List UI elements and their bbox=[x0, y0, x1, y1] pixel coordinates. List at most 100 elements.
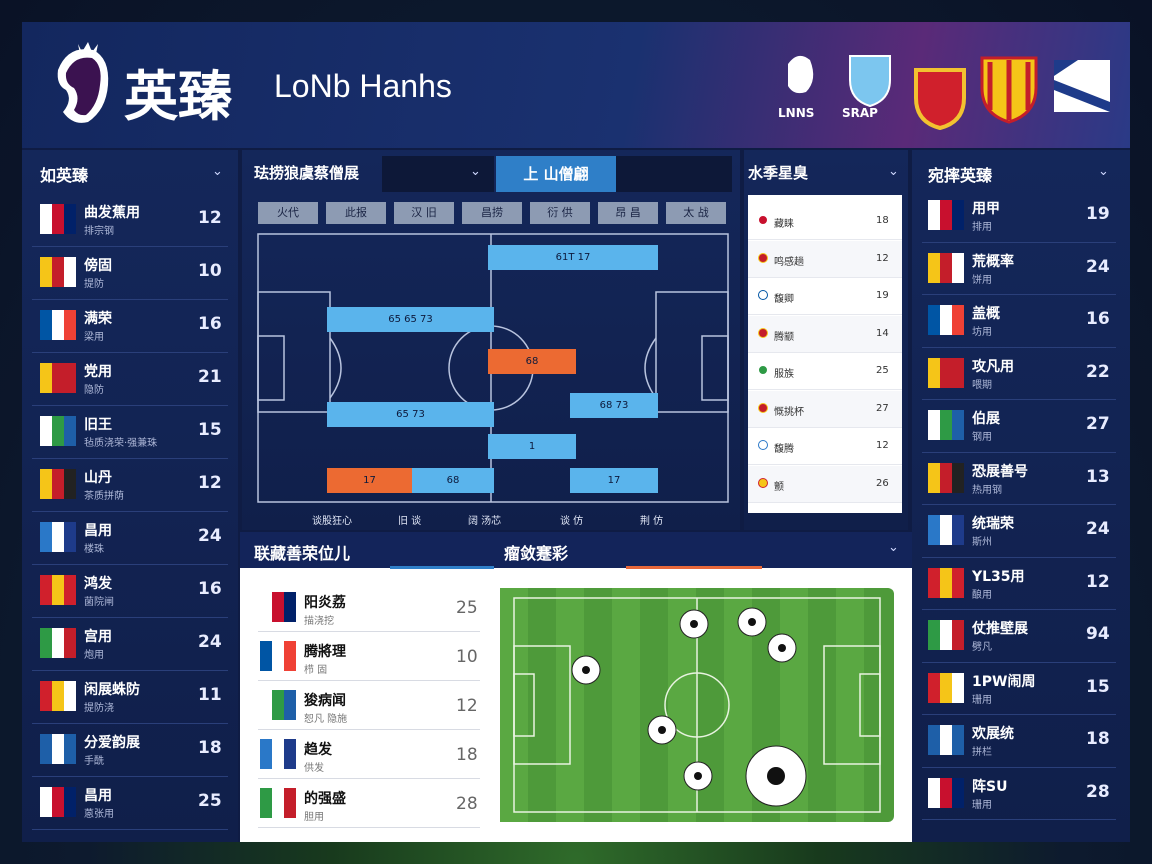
team-sub: 毡质浇荣·强兼珠 bbox=[84, 438, 158, 449]
team-row[interactable] bbox=[922, 453, 1116, 505]
dropdown-icon[interactable]: ⌄ bbox=[212, 164, 223, 179]
panel-title: 如英臻 bbox=[40, 166, 89, 185]
filter-button[interactable]: 衍 供 bbox=[530, 202, 590, 224]
team-value: 19 bbox=[1086, 204, 1110, 224]
player-bar: 68 bbox=[488, 349, 576, 374]
team-flag bbox=[40, 310, 76, 340]
stat-value: 12 bbox=[876, 252, 889, 264]
stat-value: 19 bbox=[876, 290, 889, 301]
team-flag bbox=[928, 462, 964, 493]
panel-title: 水季星臭 bbox=[748, 164, 809, 182]
team-row[interactable] bbox=[32, 459, 228, 512]
team-row[interactable] bbox=[922, 505, 1116, 558]
team-value: 22 bbox=[1086, 361, 1110, 382]
team-row[interactable] bbox=[32, 618, 228, 671]
team-value: 18 bbox=[456, 745, 478, 765]
filter-button[interactable]: 昂 昌 bbox=[598, 202, 658, 224]
team-flag bbox=[40, 257, 76, 287]
team-value: 16 bbox=[198, 579, 222, 599]
stat-row bbox=[748, 203, 902, 240]
team-sub: 珊用 bbox=[972, 694, 992, 706]
stat-value: 18 bbox=[876, 215, 889, 226]
team-sub: 拼栏 bbox=[972, 747, 992, 758]
team-value: 10 bbox=[456, 647, 478, 667]
team-name: 用甲 bbox=[972, 201, 1000, 217]
team-flag bbox=[928, 410, 964, 440]
team-sub: 蒽张用 bbox=[84, 809, 114, 820]
team-row[interactable] bbox=[922, 610, 1116, 663]
team-flag bbox=[40, 416, 76, 446]
team-row[interactable] bbox=[922, 663, 1116, 715]
dropdown[interactable]: ⌄ bbox=[382, 156, 494, 192]
team-name: 恐展善号 bbox=[972, 463, 1028, 480]
team-row[interactable] bbox=[32, 777, 228, 830]
team-flag bbox=[40, 469, 76, 499]
team-row[interactable] bbox=[32, 353, 228, 406]
team-row[interactable] bbox=[32, 724, 228, 777]
team-value: 12 bbox=[456, 696, 478, 716]
team-row[interactable] bbox=[922, 400, 1116, 453]
team-row[interactable] bbox=[32, 565, 228, 618]
stat-row bbox=[748, 390, 902, 428]
team-sub: 酿用 bbox=[972, 589, 992, 601]
team-row[interactable] bbox=[922, 768, 1116, 820]
team-row[interactable] bbox=[922, 243, 1116, 295]
team-name: 腾將理 bbox=[304, 644, 346, 660]
team-flag bbox=[928, 200, 964, 230]
stat-name: 馥腾 bbox=[774, 444, 794, 455]
team-row[interactable] bbox=[922, 190, 1116, 243]
filter-button[interactable]: 太 战 bbox=[666, 202, 726, 224]
filter-button[interactable]: 昌捞 bbox=[462, 202, 522, 224]
team-name: 攻凡用 bbox=[972, 358, 1014, 375]
team-flag bbox=[40, 204, 76, 234]
pitch-label: 谈 仿 bbox=[560, 516, 584, 527]
team-row[interactable] bbox=[922, 715, 1116, 768]
stat-value: 26 bbox=[876, 477, 889, 489]
stats-panel: 水季星臭 ⌄ 藏睐 18 鸣感趟 12 馥卿 19 腾颛 14 服族 25 慨挑杯 27 馥腾 12 颤 26 bbox=[744, 150, 908, 530]
dropdown-icon[interactable]: ⌄ bbox=[888, 540, 899, 555]
filter-button[interactable]: 汉 旧 bbox=[394, 202, 454, 224]
team-flag bbox=[928, 515, 964, 545]
team-row[interactable] bbox=[922, 295, 1116, 348]
team-row[interactable] bbox=[32, 194, 228, 247]
filter-button[interactable]: 此报 bbox=[326, 202, 386, 224]
team-sub: 隐防 bbox=[84, 385, 104, 396]
stat-name: 藏睐 bbox=[774, 219, 794, 230]
badge-label: SRAP bbox=[842, 106, 878, 120]
team-name: 盖概 bbox=[972, 306, 1000, 322]
stat-row bbox=[748, 428, 902, 465]
dropdown-icon[interactable]: ⌄ bbox=[1098, 164, 1109, 179]
stat-name: 颤 bbox=[774, 481, 784, 493]
team-value: 24 bbox=[198, 632, 222, 652]
team-row[interactable] bbox=[32, 406, 228, 459]
team-row[interactable] bbox=[32, 671, 228, 724]
dropdown-icon[interactable]: ⌄ bbox=[888, 164, 899, 179]
team-value: 12 bbox=[1086, 571, 1110, 592]
team-name: 伯展 bbox=[972, 411, 1000, 427]
stat-name: 鸣感趟 bbox=[774, 256, 804, 268]
team-value: 16 bbox=[1086, 309, 1110, 329]
team-value: 24 bbox=[1086, 256, 1110, 277]
tab[interactable]: 上 山僧翩 bbox=[496, 156, 616, 192]
team-name: 山丹 bbox=[84, 470, 112, 486]
team-sub: 热用钢 bbox=[972, 484, 1002, 496]
right-panel: 宛摔英臻 ⌄ 用甲 排用 19 荒概率 饼用 24 盖概 坊用 16 攻凡用 喂期 22 伯展 钢用 27 恐… bbox=[912, 150, 1130, 842]
stat-row bbox=[748, 240, 902, 278]
stat-row bbox=[748, 315, 902, 353]
filter-button[interactable]: 火代 bbox=[258, 202, 318, 224]
section-title: 瘤敛蹇彩 bbox=[504, 544, 569, 563]
team-row[interactable] bbox=[922, 558, 1116, 610]
team-row[interactable] bbox=[32, 247, 228, 300]
team-value: 94 bbox=[1086, 624, 1110, 644]
team-flag bbox=[40, 522, 76, 552]
team-sub: 茶质拼荫 bbox=[84, 491, 124, 502]
team-sub: 菌院闸 bbox=[84, 597, 114, 608]
player-bar: 17 bbox=[327, 468, 412, 493]
team-row[interactable] bbox=[922, 348, 1116, 400]
team-row bbox=[258, 633, 480, 681]
team-row[interactable] bbox=[32, 512, 228, 565]
team-row[interactable] bbox=[32, 300, 228, 353]
team-name: 1PW闹周 bbox=[972, 673, 1036, 690]
team-flag bbox=[40, 681, 76, 711]
team-value: 27 bbox=[1086, 414, 1110, 434]
